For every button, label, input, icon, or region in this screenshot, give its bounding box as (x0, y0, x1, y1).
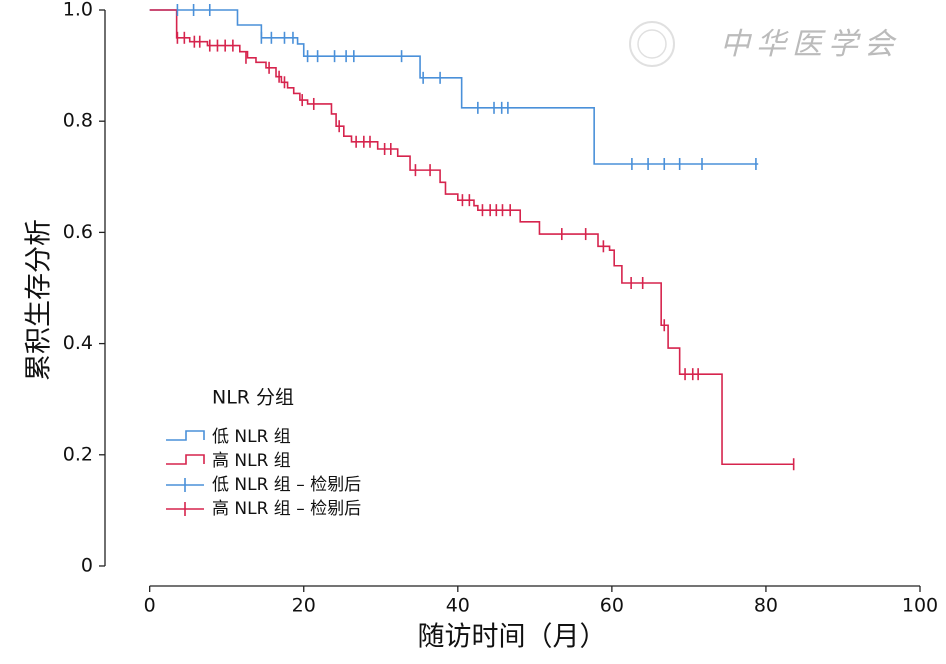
y-axis-title: 累积生存分析 (24, 219, 55, 381)
watermark-logo (629, 21, 675, 67)
survival-curve (149, 9, 794, 466)
legend-label: 低 NLR 组 (212, 427, 291, 447)
x-tick-label: 100 (902, 595, 938, 617)
y-tick-label: 0.6 (63, 221, 93, 243)
legend-label: 高 NLR 组 – 检剔后 (212, 499, 361, 519)
x-tick-label: 80 (754, 595, 778, 617)
legend-swatch (166, 430, 205, 441)
y-tick-label: 0 (81, 554, 93, 576)
survival-curve (149, 9, 759, 165)
legend-swatch (166, 502, 204, 516)
legend-label: 高 NLR 组 (212, 451, 291, 471)
legend-label: 低 NLR 组 – 检剔后 (212, 475, 361, 495)
legend-swatch (166, 454, 205, 465)
x-tick-label: 0 (144, 595, 156, 617)
legend-swatch (166, 478, 204, 492)
y-tick-label: 0.8 (63, 110, 93, 132)
x-tick-label: 60 (600, 595, 624, 617)
watermark: 中华医学会 (720, 27, 900, 62)
x-tick-label: 20 (292, 595, 316, 617)
y-tick-label: 1.0 (63, 0, 93, 21)
y-tick-label: 0.2 (63, 443, 93, 465)
y-tick-label: 0.4 (63, 332, 93, 354)
legend-title: NLR 分组 (212, 387, 294, 409)
x-axis-title: 随访时间（月） (418, 622, 607, 653)
x-tick-label: 40 (446, 595, 470, 617)
